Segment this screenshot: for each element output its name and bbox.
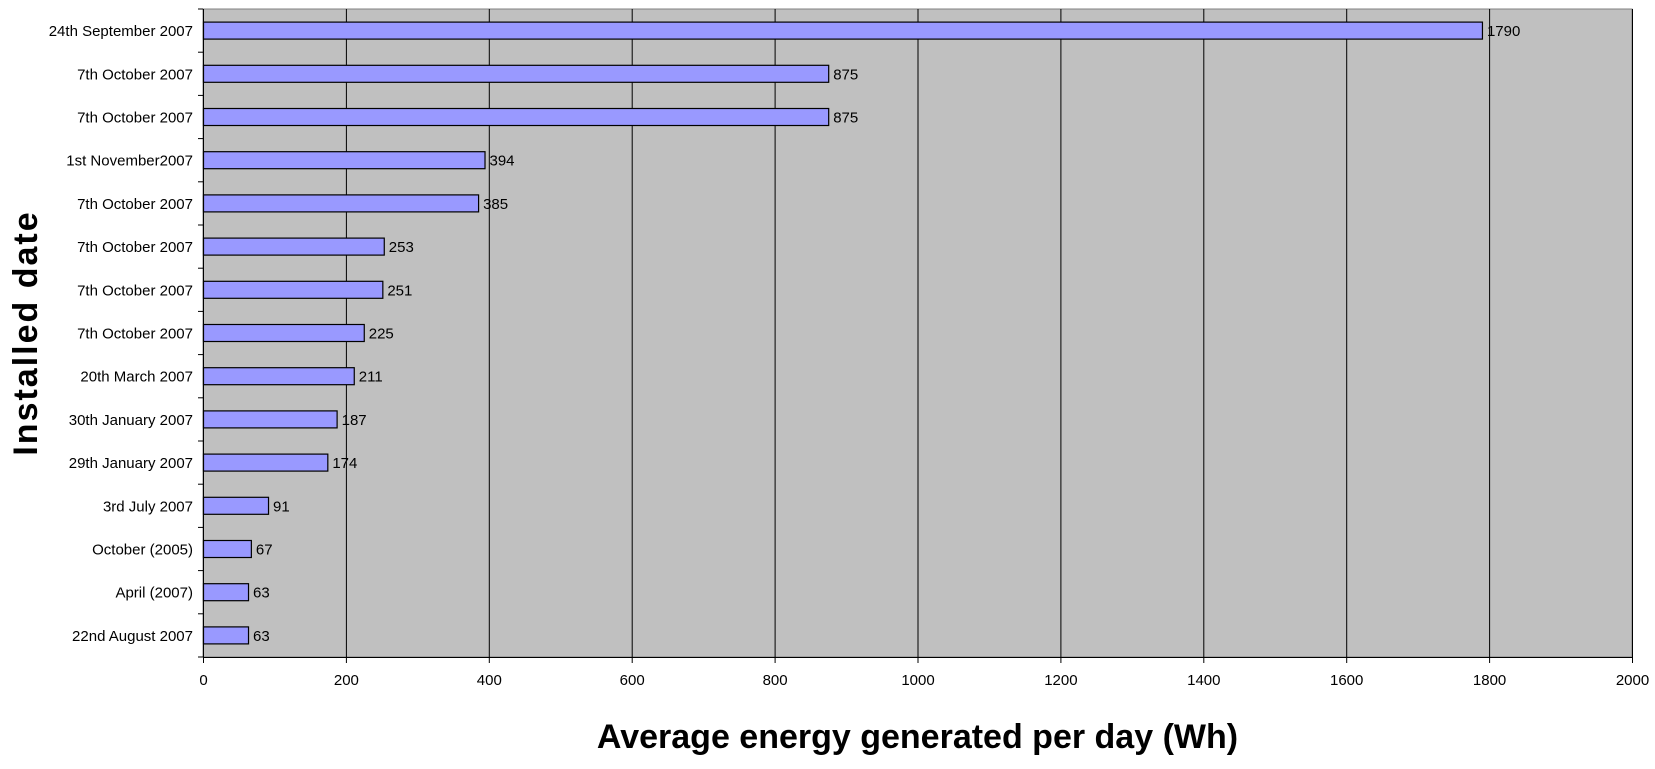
bars	[202, 21, 1484, 645]
data-label: 251	[387, 282, 412, 299]
bar	[202, 64, 830, 83]
bar	[202, 539, 252, 559]
y-category-label: 7th October 2007	[77, 110, 193, 127]
data-label: 253	[389, 239, 414, 256]
x-tick-label: 1800	[1473, 672, 1506, 689]
data-label: 875	[833, 110, 858, 127]
y-axis-title: Installed date	[7, 210, 45, 455]
x-tick-label: 1600	[1330, 672, 1363, 689]
x-tick-label: 200	[334, 672, 359, 689]
y-category-label: 1st November2007	[66, 153, 193, 170]
data-label: 385	[483, 196, 508, 213]
y-category-label: 24th September 2007	[49, 23, 193, 40]
bar	[202, 151, 486, 170]
y-category-label: April (2007)	[115, 585, 193, 602]
data-label: 67	[256, 542, 273, 559]
y-category-label: 3rd July 2007	[103, 498, 193, 515]
data-label: 187	[342, 412, 367, 429]
bar	[202, 367, 355, 386]
y-category-label: 7th October 2007	[77, 282, 193, 299]
data-label: 1790	[1487, 23, 1520, 40]
data-label: 63	[253, 585, 270, 602]
y-category-label: 7th October 2007	[77, 196, 193, 213]
bar	[202, 280, 384, 299]
data-labels: 1790 875 875 394 385 253 251 225 211 187 174 91 67 63…	[253, 23, 1520, 645]
x-tick-label: 1000	[901, 672, 934, 689]
y-category-label: 30th January 2007	[69, 412, 193, 429]
x-axis: 0 200 400 600 800 1000 1200 1400 1600 1800 2000	[199, 657, 1649, 689]
data-label: 174	[332, 455, 357, 472]
bar	[202, 107, 830, 127]
x-tick-label: 800	[763, 672, 788, 689]
x-tick-label: 0	[199, 672, 207, 689]
y-axis: 24th September 2007 7th October 2007 7th O…	[49, 8, 204, 658]
x-tick-label: 1400	[1187, 672, 1220, 689]
y-category-label: October (2005)	[92, 542, 193, 559]
y-category-label: 7th October 2007	[77, 326, 193, 343]
data-label: 63	[253, 628, 270, 645]
x-tick-label: 1200	[1044, 672, 1077, 689]
y-category-label: 7th October 2007	[77, 66, 193, 83]
bar	[202, 237, 385, 256]
bar	[202, 496, 270, 515]
y-category-label: 7th October 2007	[77, 239, 193, 256]
data-label: 394	[490, 153, 515, 170]
bar	[202, 453, 329, 472]
bar	[202, 323, 365, 343]
data-label: 225	[369, 326, 394, 343]
y-category-label: 29th January 2007	[69, 455, 193, 472]
data-label: 211	[359, 369, 383, 386]
bar	[202, 626, 250, 645]
data-label: 91	[273, 498, 290, 515]
data-label: 875	[833, 66, 858, 83]
bar	[202, 194, 480, 213]
y-category-label: 20th March 2007	[80, 369, 193, 386]
bar	[202, 583, 250, 602]
x-tick-label: 600	[620, 672, 645, 689]
y-category-label: 22nd August 2007	[72, 628, 193, 645]
x-tick-label: 400	[477, 672, 502, 689]
x-tick-label: 2000	[1616, 672, 1649, 689]
bar	[202, 21, 1484, 40]
x-axis-title: Average energy generated per day (Wh)	[597, 718, 1238, 756]
bar	[202, 410, 338, 429]
